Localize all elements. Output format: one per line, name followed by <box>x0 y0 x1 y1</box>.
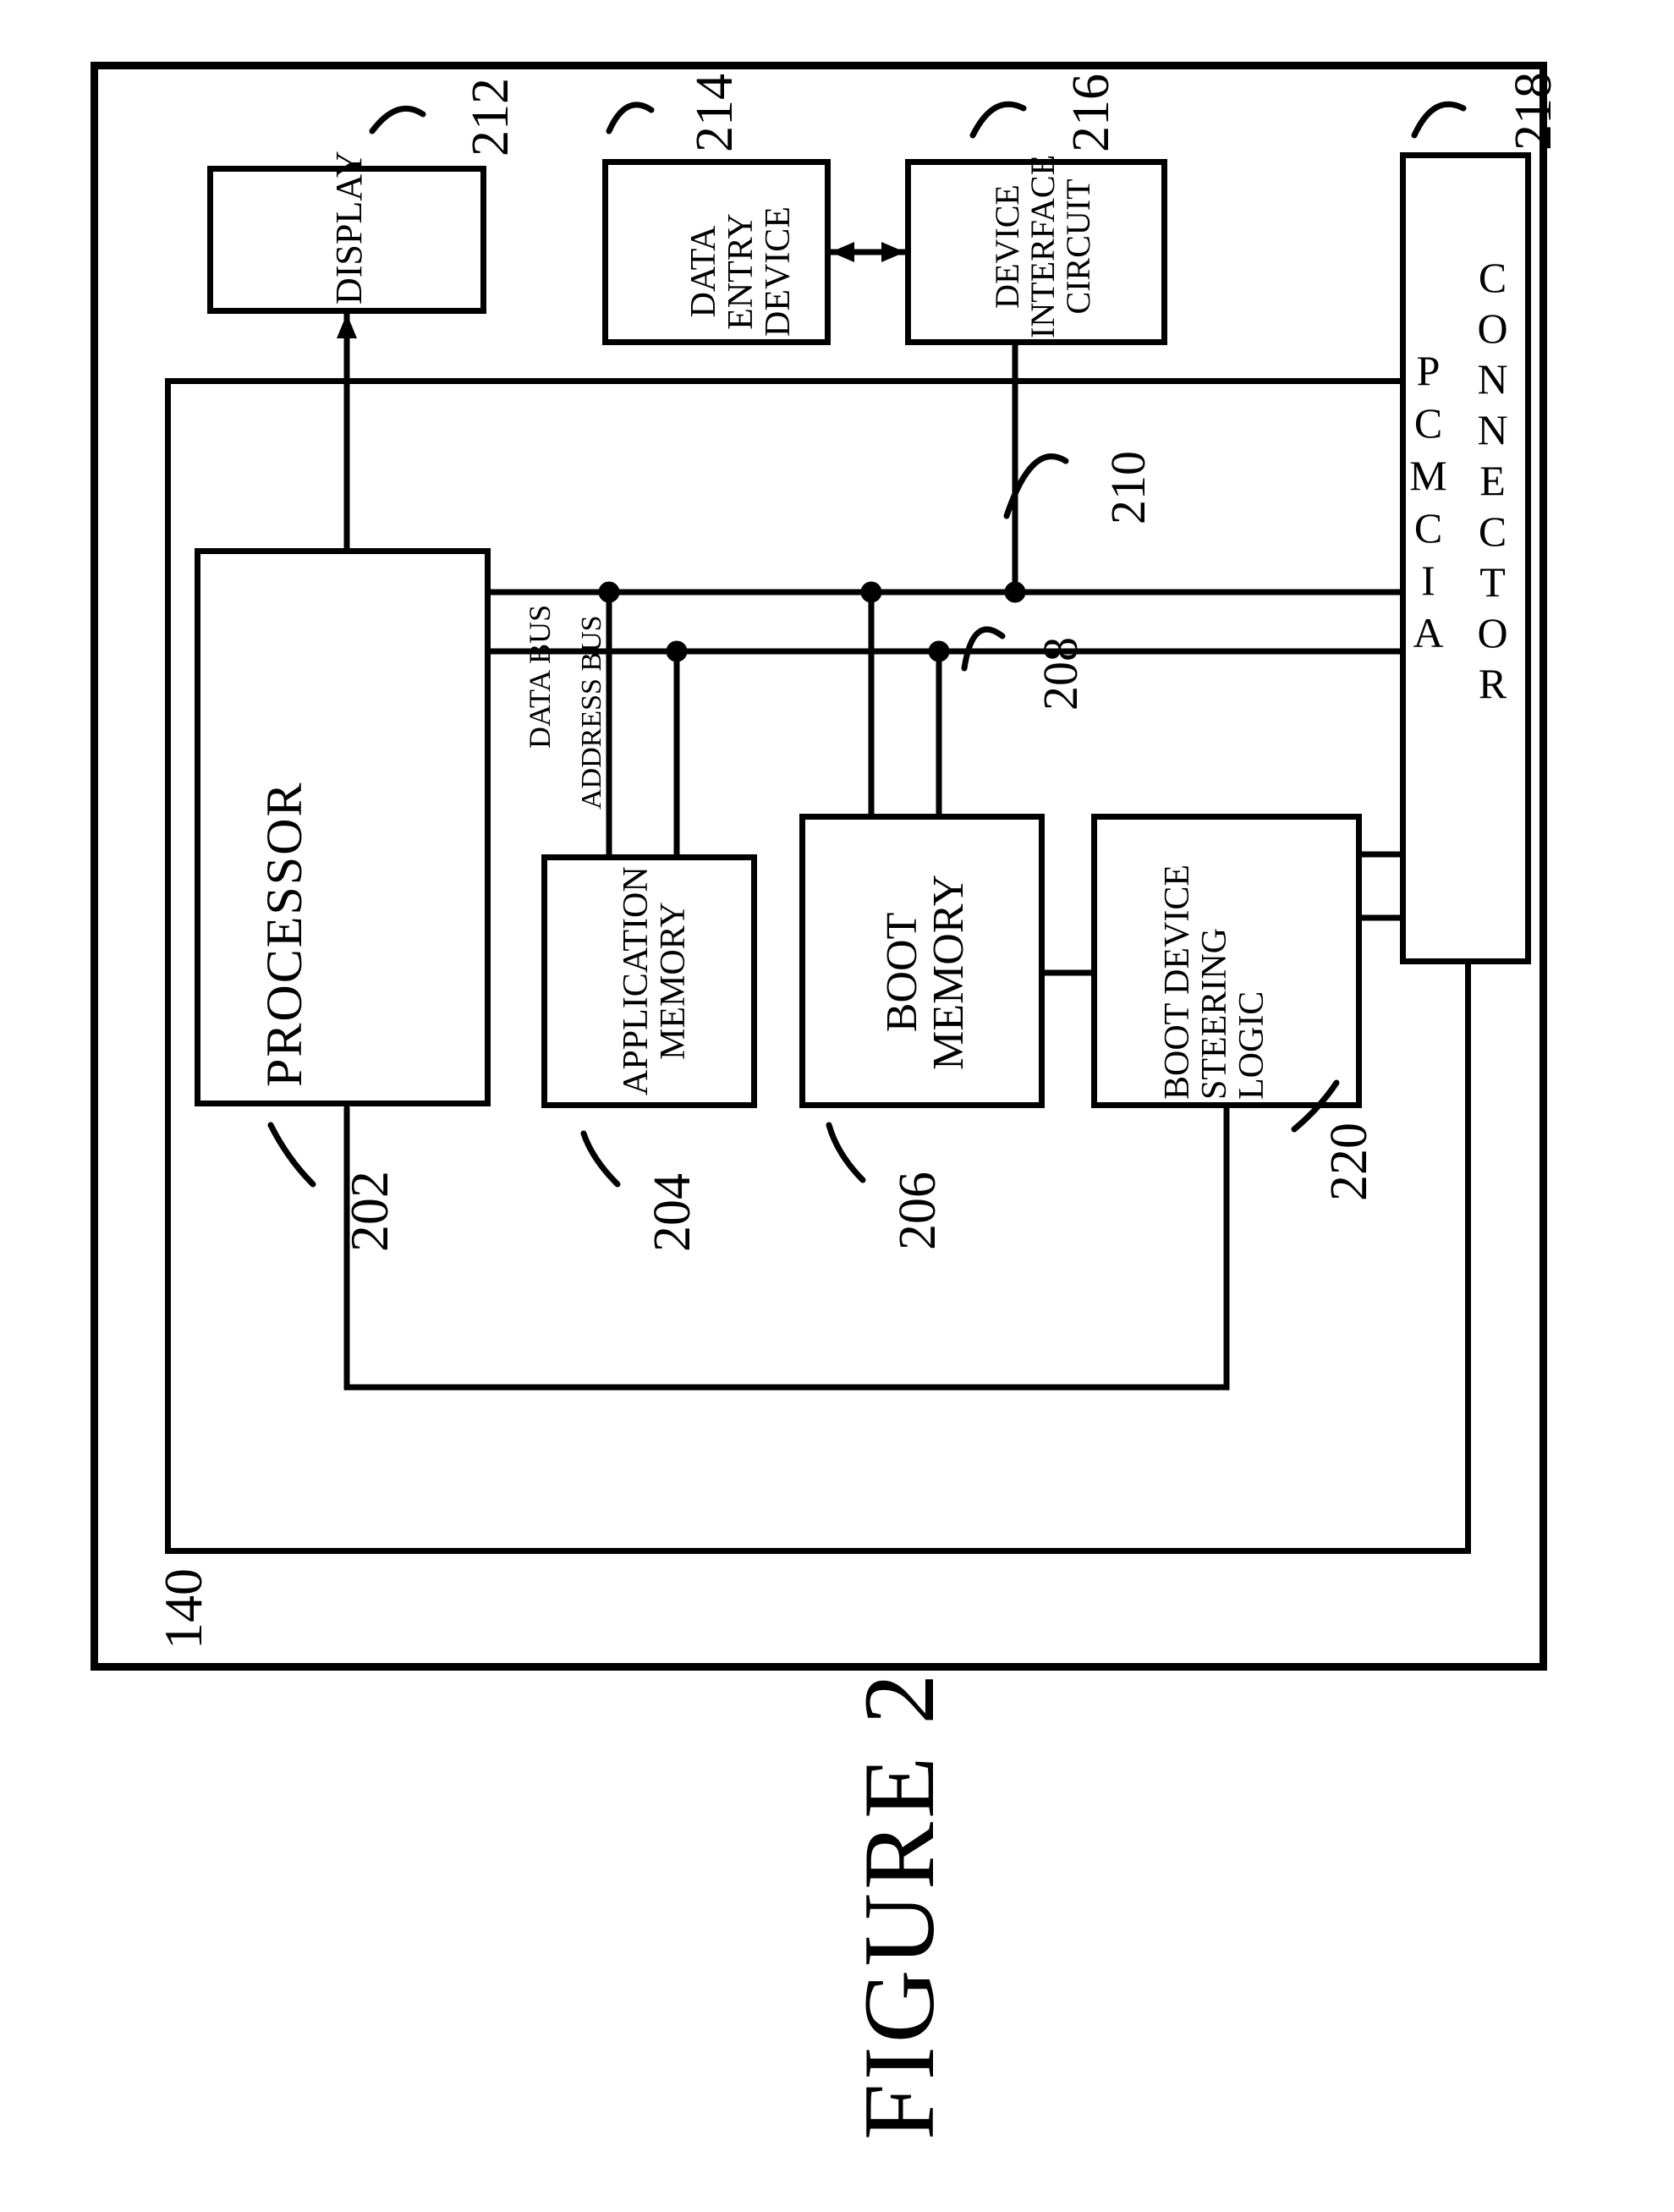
ref-204: 204 <box>643 1173 703 1252</box>
ref-140: 140 <box>152 1568 215 1649</box>
processor-block <box>195 548 491 1106</box>
boot-memory-label: BOOT MEMORY <box>880 875 972 1070</box>
data-entry-label: DATA ENTRY DEVICE <box>685 206 797 337</box>
pcmcia-connector-right-label: CONNECTOR <box>1470 254 1515 711</box>
pcmcia-connector-left-label: PCMCIA <box>1406 347 1451 661</box>
ref-220: 220 <box>1320 1122 1380 1201</box>
ref-212: 212 <box>461 78 521 156</box>
ref-210: 210 <box>1100 451 1156 524</box>
processor-label: PROCESSOR <box>258 782 311 1087</box>
ref-202: 202 <box>338 1171 401 1252</box>
ref-208: 208 <box>1032 637 1089 711</box>
device-interface-label: DEVICE INTERFACE CIRCUIT <box>990 155 1096 338</box>
steering-logic-label: BOOT DEVICE STEERING LOGIC <box>1159 864 1271 1100</box>
ref-206: 206 <box>888 1172 948 1250</box>
figure-caption: FIGURE 2 <box>846 1671 952 2140</box>
application-memory-label: APPLICATION MEMORY <box>617 866 692 1095</box>
data-bus-label: DATA BUS <box>524 605 557 749</box>
ref-218: 218 <box>1504 72 1564 151</box>
ref-214: 214 <box>685 74 745 152</box>
ref-216: 216 <box>1062 74 1122 152</box>
display-label: DISPLAY <box>330 151 369 305</box>
address-bus-label: ADDRESS BUS <box>577 615 607 810</box>
